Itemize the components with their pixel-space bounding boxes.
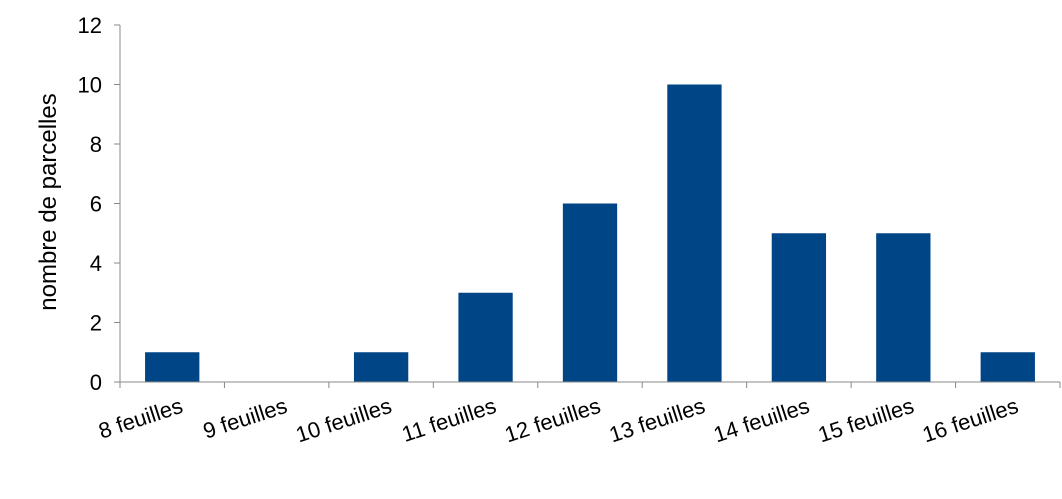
y-axis-ticks: 0 2 4 6 8 10 12 bbox=[78, 13, 120, 395]
bar-8-feuilles bbox=[145, 352, 200, 382]
x-tick-label: 14 feuilles bbox=[710, 393, 812, 447]
x-tick-label: 10 feuilles bbox=[293, 393, 395, 447]
y-tick-label: 10 bbox=[78, 73, 102, 98]
bar-12-feuilles bbox=[562, 203, 618, 382]
bar-16-feuilles bbox=[980, 352, 1035, 382]
x-tick-label: 12 feuilles bbox=[502, 393, 604, 447]
x-tick-label: 11 feuilles bbox=[399, 393, 499, 447]
bar-14-feuilles bbox=[771, 233, 827, 382]
y-tick-label: 4 bbox=[90, 251, 102, 276]
x-tick-label: 13 feuilles bbox=[606, 393, 708, 447]
y-tick-label: 0 bbox=[90, 370, 102, 395]
bar-11-feuilles bbox=[458, 292, 513, 382]
y-tick-label: 12 bbox=[78, 13, 102, 38]
y-tick-label: 8 bbox=[90, 132, 102, 157]
y-tick-label: 6 bbox=[90, 192, 102, 217]
x-axis-ticks: 8 feuilles 9 feuilles 10 feuilles 11 feuill… bbox=[95, 382, 1061, 447]
bar-10-feuilles bbox=[353, 352, 409, 382]
y-axis-title: nombre de parcelles bbox=[35, 93, 62, 310]
bar-15-feuilles bbox=[876, 233, 931, 382]
y-tick-label: 2 bbox=[90, 311, 102, 336]
x-tick-label: 9 feuilles bbox=[200, 393, 290, 444]
x-tick-label: 15 feuilles bbox=[815, 393, 917, 447]
bar-13-feuilles bbox=[667, 84, 722, 382]
x-tick-label: 16 feuilles bbox=[919, 393, 1021, 447]
x-tick-label: 8 feuilles bbox=[95, 393, 185, 444]
bars bbox=[145, 84, 1035, 382]
